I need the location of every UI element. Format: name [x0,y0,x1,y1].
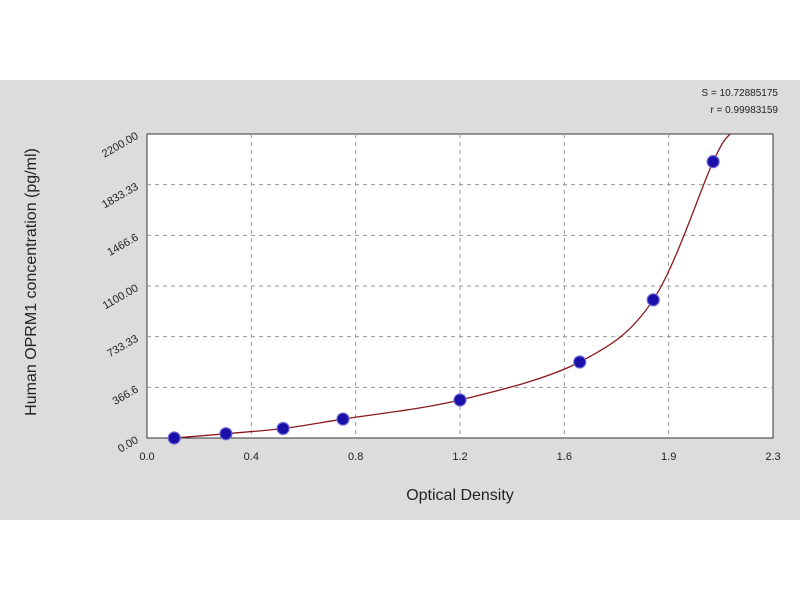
y-tick-label: 733.33 [105,333,140,360]
y-tick-label: 1466.6 [105,232,140,259]
x-tick-label: 0.4 [244,451,259,463]
data-point [706,155,720,169]
x-tick-label: 1.2 [452,451,467,463]
fit-stat-r: r = 0.99983159 [710,105,778,116]
x-tick-label: 0.0 [139,451,154,463]
x-tick-label: 1.6 [557,451,572,463]
x-axis-label: Optical Density [406,487,514,504]
y-tick-labels: 0.00 366.6 733.33 1100.00 1466.6 1833.33 2200.… [100,130,140,455]
x-tick-labels: 0.0 0.4 0.8 1.2 1.6 1.9 2.3 [139,451,780,463]
data-point [336,412,350,426]
data-point [276,421,290,436]
data-point [573,355,587,369]
x-tick-label: 2.3 [765,451,780,463]
y-tick-label: 366.6 [111,384,141,408]
fit-curve [174,133,731,439]
x-tick-label: 1.9 [661,451,676,463]
data-point [453,393,467,407]
y-axis-label: Human OPRM1 concentration (pg/ml) [23,148,40,416]
y-tick-label: 0.00 [116,434,141,455]
y-tick-label: 2200.00 [100,130,140,160]
data-point [219,427,233,441]
y-tick-label: 1833.33 [100,181,140,211]
grid-lines [147,134,773,438]
data-point [646,293,660,307]
y-tick-label: 1100.00 [101,282,141,312]
data-point [167,431,181,445]
fit-stat-s: S = 10.72885175 [702,88,779,99]
x-tick-label: 0.8 [348,451,363,463]
data-points [167,155,720,445]
